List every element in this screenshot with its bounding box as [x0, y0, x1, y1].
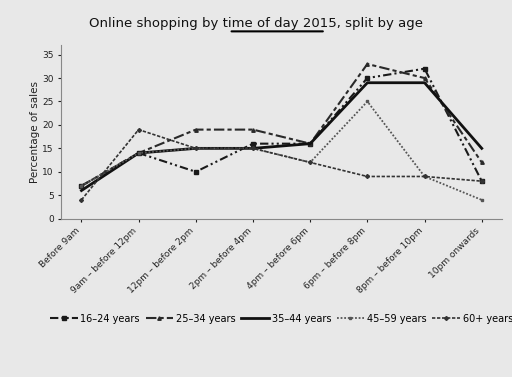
Line: 25-34 years: 25-34 years	[80, 62, 483, 188]
Line: 60+ years: 60+ years	[80, 128, 483, 201]
Line: 35-44 years: 35-44 years	[81, 83, 482, 190]
45-59 years	[421, 174, 428, 179]
45-59 years	[193, 146, 199, 151]
60+ years	[193, 146, 199, 151]
25-34 years	[421, 76, 428, 80]
Text: Online shopping by time of day 2015, split by age: Online shopping by time of day 2015, spl…	[89, 17, 423, 30]
Line: 16-24 years: 16-24 years	[80, 67, 483, 188]
25-34 years	[78, 184, 84, 188]
35-44 years	[479, 146, 485, 151]
35-44 years	[421, 80, 428, 85]
25-34 years	[193, 127, 199, 132]
60+ years	[78, 198, 84, 202]
16-24 years	[479, 179, 485, 184]
25-34 years	[365, 62, 371, 66]
16-24 years	[421, 66, 428, 71]
Legend: 16–24 years, 25–34 years, 35–44 years, 45–59 years, 60+ years: 16–24 years, 25–34 years, 35–44 years, 4…	[50, 314, 512, 324]
Y-axis label: Percentage of sales: Percentage of sales	[30, 81, 39, 183]
60+ years	[307, 160, 313, 165]
25-34 years	[136, 151, 142, 155]
25-34 years	[250, 127, 256, 132]
35-44 years	[250, 146, 256, 151]
16-24 years	[307, 141, 313, 146]
16-24 years	[136, 151, 142, 155]
35-44 years	[78, 188, 84, 193]
35-44 years	[365, 80, 371, 85]
Line: 45-59 years: 45-59 years	[80, 100, 483, 201]
45-59 years	[307, 160, 313, 165]
45-59 years	[136, 151, 142, 155]
60+ years	[365, 174, 371, 179]
45-59 years	[479, 198, 485, 202]
35-44 years	[193, 146, 199, 151]
60+ years	[421, 174, 428, 179]
16-24 years	[193, 170, 199, 174]
45-59 years	[365, 99, 371, 104]
60+ years	[250, 146, 256, 151]
25-34 years	[479, 160, 485, 165]
60+ years	[136, 127, 142, 132]
25-34 years	[307, 141, 313, 146]
60+ years	[479, 179, 485, 184]
16-24 years	[365, 76, 371, 80]
35-44 years	[136, 151, 142, 155]
16-24 years	[78, 184, 84, 188]
45-59 years	[250, 146, 256, 151]
35-44 years	[307, 141, 313, 146]
45-59 years	[78, 184, 84, 188]
16-24 years	[250, 141, 256, 146]
